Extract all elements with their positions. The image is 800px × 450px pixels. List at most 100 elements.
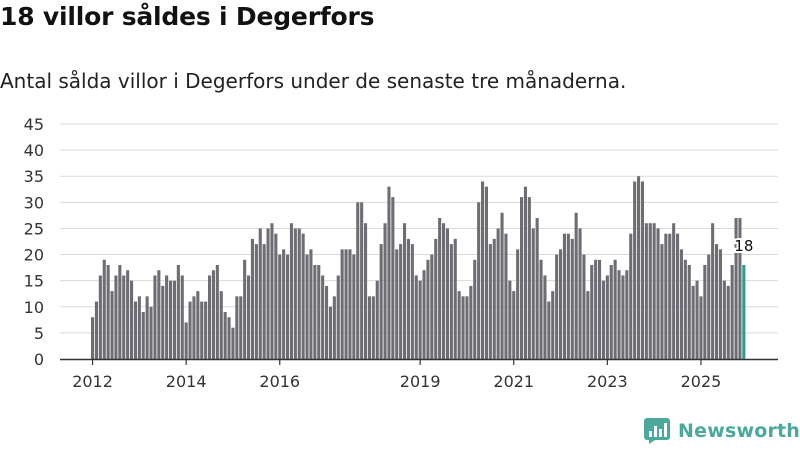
y-tick-label: 0: [34, 350, 44, 369]
bar: [578, 228, 582, 359]
x-tick-label: 2016: [259, 372, 300, 391]
newsworthy-logo: Newsworthy: [644, 418, 800, 444]
bar: [274, 233, 278, 359]
bar: [559, 249, 563, 359]
bar: [360, 202, 364, 359]
bar: [605, 275, 609, 359]
bar: [211, 270, 215, 359]
bar: [98, 275, 102, 359]
bar: [574, 212, 578, 359]
y-tick-label: 45: [24, 115, 44, 134]
highlight-value-label: 18: [734, 237, 753, 255]
bar: [738, 218, 742, 359]
x-tick-label: 2023: [587, 372, 628, 391]
bar: [504, 233, 508, 359]
bar: [648, 223, 652, 359]
bar: [484, 186, 488, 359]
bar: [243, 259, 247, 359]
bar: [457, 291, 461, 359]
bar: [270, 223, 274, 359]
x-tick-label: 2012: [72, 372, 113, 391]
bar: [196, 291, 200, 359]
bar: [309, 249, 313, 359]
bar: [523, 186, 527, 359]
bar: [637, 176, 641, 359]
bar: [278, 254, 282, 359]
bar: [703, 265, 707, 359]
bar: [254, 244, 258, 359]
bar: [91, 317, 95, 359]
bar: [531, 228, 535, 359]
bar: [305, 254, 309, 359]
bar: [180, 275, 184, 359]
x-tick-label: 2025: [681, 372, 722, 391]
x-tick-label: 2021: [493, 372, 534, 391]
bar: [321, 275, 325, 359]
bar: [235, 296, 239, 359]
bar: [399, 244, 403, 359]
bar: [722, 280, 726, 359]
bar: [383, 223, 387, 359]
bar: [539, 259, 543, 359]
bar: [282, 249, 286, 359]
bar: [434, 238, 438, 359]
bar: [188, 301, 192, 359]
bar: [629, 233, 633, 359]
newsworthy-logo-text: Newsworthy: [678, 420, 800, 442]
bar: [453, 238, 457, 359]
bar: [176, 265, 180, 359]
bar: [262, 244, 266, 359]
bar: [551, 291, 555, 359]
bar: [664, 233, 668, 359]
bar: [621, 275, 625, 359]
bar: [656, 228, 660, 359]
bar: [371, 296, 375, 359]
bar: [126, 270, 130, 359]
bar: [208, 275, 212, 359]
bar: [352, 254, 356, 359]
bar: [106, 265, 110, 359]
bar: [379, 244, 383, 359]
bar: [286, 254, 290, 359]
bar: [250, 238, 254, 359]
bar: [547, 301, 551, 359]
bar: [668, 233, 672, 359]
bar: [481, 181, 485, 359]
bar: [332, 296, 336, 359]
bar: [231, 327, 235, 359]
y-tick-label: 25: [24, 219, 44, 238]
bar: [598, 259, 602, 359]
bar: [613, 259, 617, 359]
bar: [520, 197, 524, 359]
bar: [496, 228, 500, 359]
bar: [726, 285, 730, 359]
bar: [169, 280, 173, 359]
bar: [586, 291, 590, 359]
bar: [403, 223, 407, 359]
bar: [555, 254, 559, 359]
bar: [718, 249, 722, 359]
bar: [289, 223, 293, 359]
bar: [535, 218, 539, 359]
newsworthy-logo-icon: [644, 418, 670, 444]
bar: [391, 197, 395, 359]
bar: [445, 228, 449, 359]
bar: [328, 306, 332, 359]
bar: [141, 312, 145, 359]
bar: [172, 280, 176, 359]
bar: [102, 259, 106, 359]
bar: [473, 259, 477, 359]
bar: [562, 233, 566, 359]
bar: [422, 270, 426, 359]
bar: [137, 296, 141, 359]
bar: [301, 233, 305, 359]
y-tick-label: 5: [34, 324, 44, 343]
bar: [122, 275, 126, 359]
bar: [465, 296, 469, 359]
bar: [477, 202, 481, 359]
bar: [516, 249, 520, 359]
bar: [227, 317, 231, 359]
bar: [348, 249, 352, 359]
bar: [660, 244, 664, 359]
